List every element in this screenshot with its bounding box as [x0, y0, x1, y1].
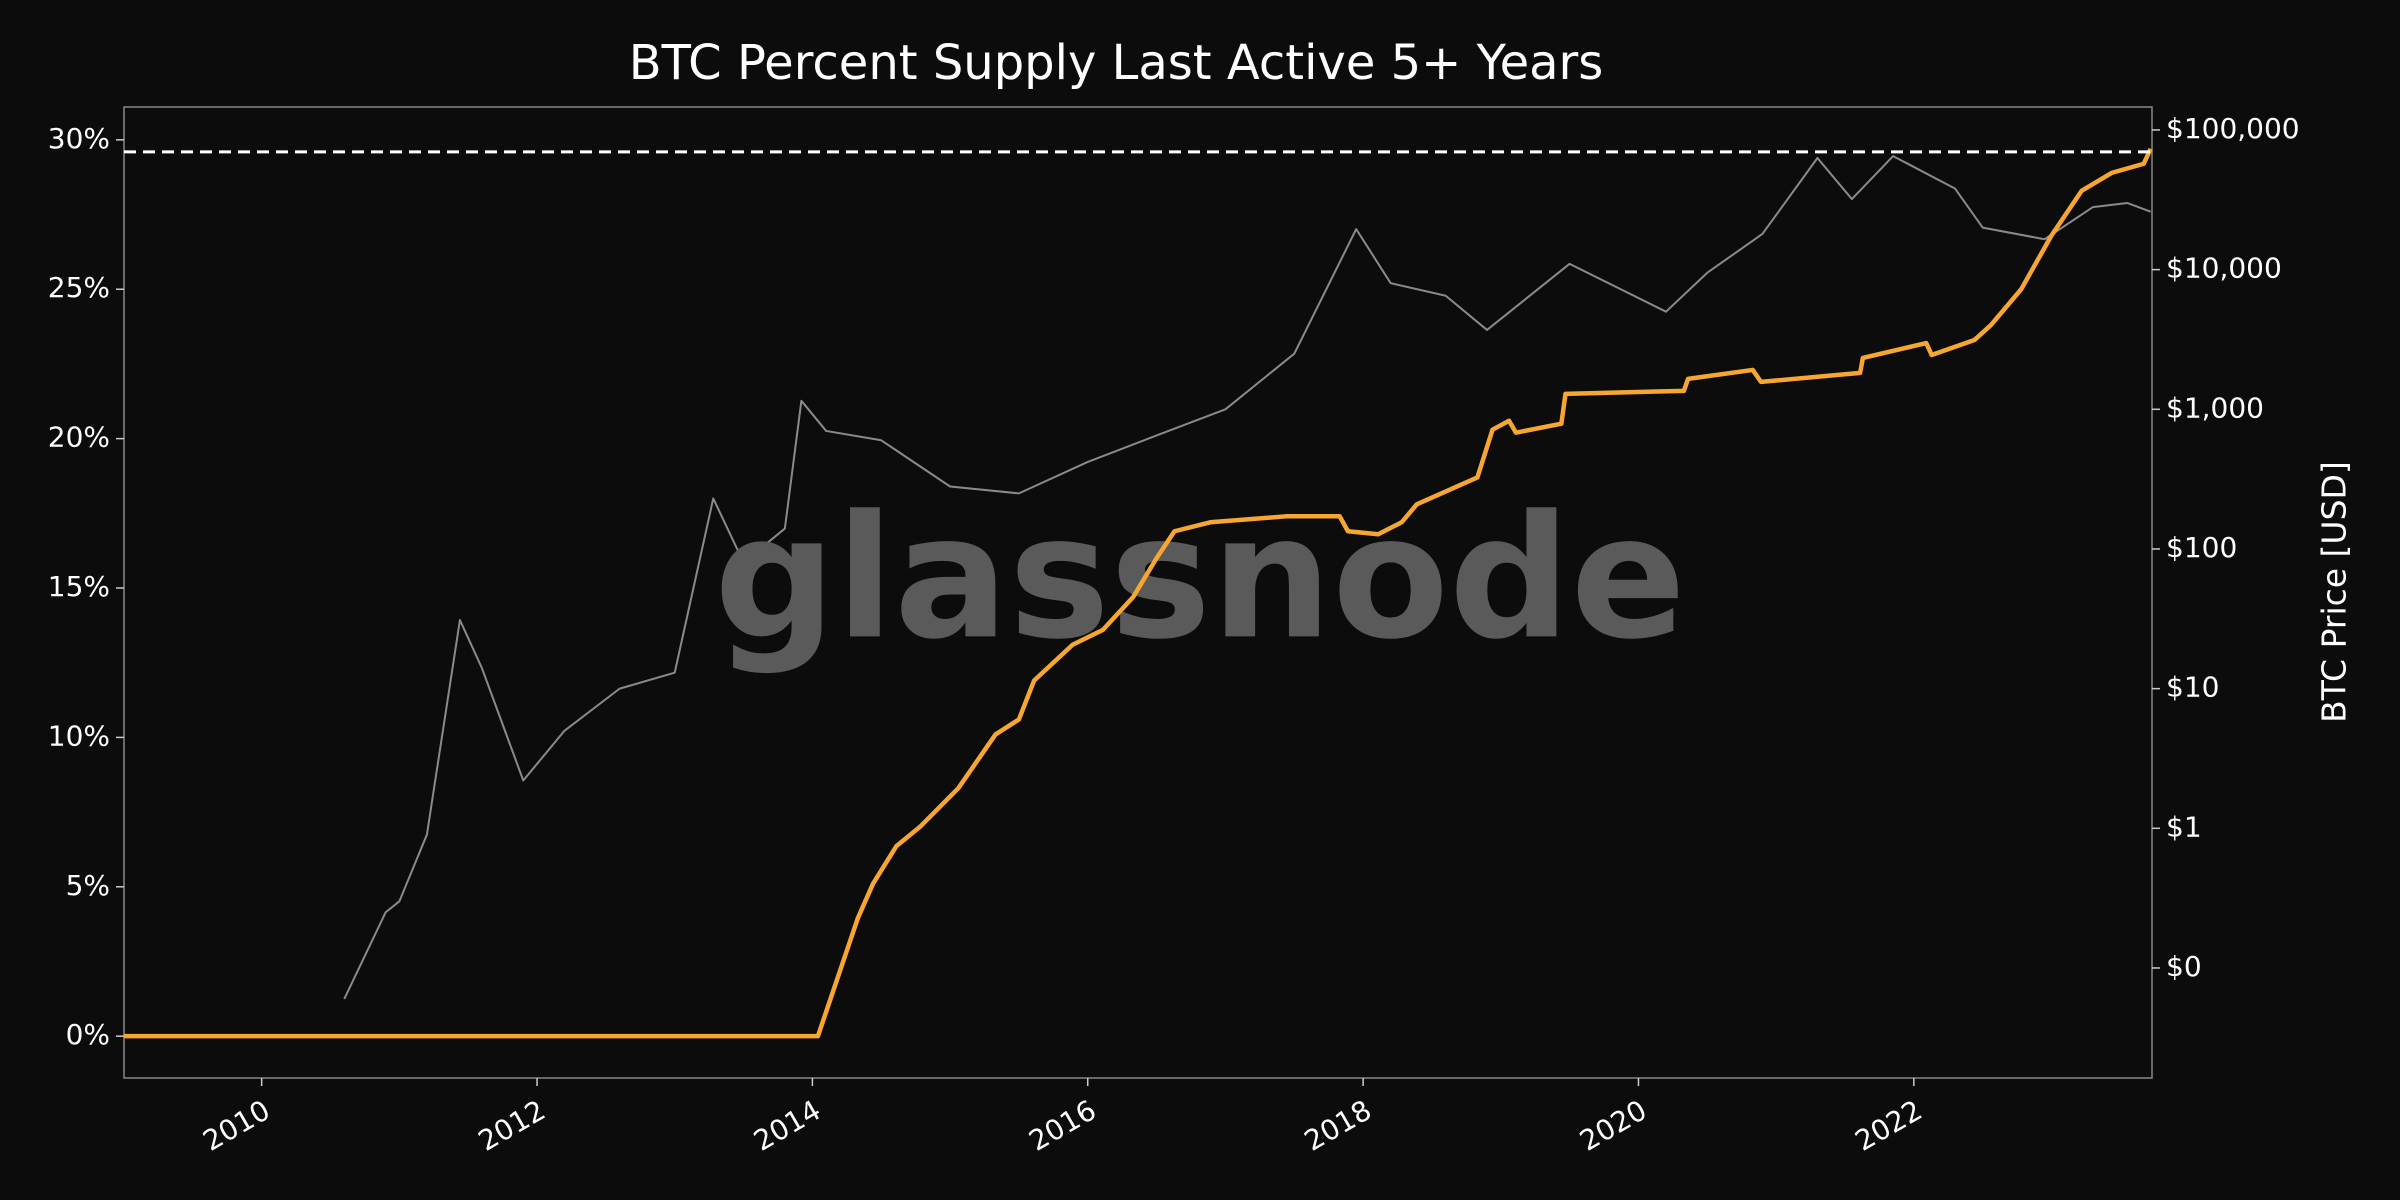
y2-tick-label: $10 [2166, 671, 2219, 704]
y2-axis-label: BTC Price [USD] [2315, 461, 2354, 723]
y2-tick-label: $10,000 [2166, 252, 2282, 285]
y-tick-label: 25% [48, 271, 110, 304]
y2-tick-label: $100 [2166, 531, 2237, 564]
y-tick-label: 5% [66, 869, 110, 902]
series-line [343, 155, 2151, 1000]
plot-frame [123, 106, 2153, 1079]
watermark: glassnode [714, 479, 1686, 677]
y-tick-label: 20% [48, 421, 110, 454]
y2-tick-label: $100,000 [2166, 112, 2300, 145]
series-line [124, 147, 2153, 1039]
y-tick-label: 30% [48, 122, 110, 155]
y-tick-label: 10% [48, 719, 110, 752]
y-tick-label: 15% [48, 570, 110, 603]
y2-tick-label: $1 [2166, 810, 2202, 843]
y2-tick-label: $0 [2166, 950, 2202, 983]
y2-tick-label: $1,000 [2166, 391, 2264, 424]
y-tick-label: 0% [66, 1018, 110, 1051]
chart-title: BTC Percent Supply Last Active 5+ Years [629, 35, 1604, 91]
